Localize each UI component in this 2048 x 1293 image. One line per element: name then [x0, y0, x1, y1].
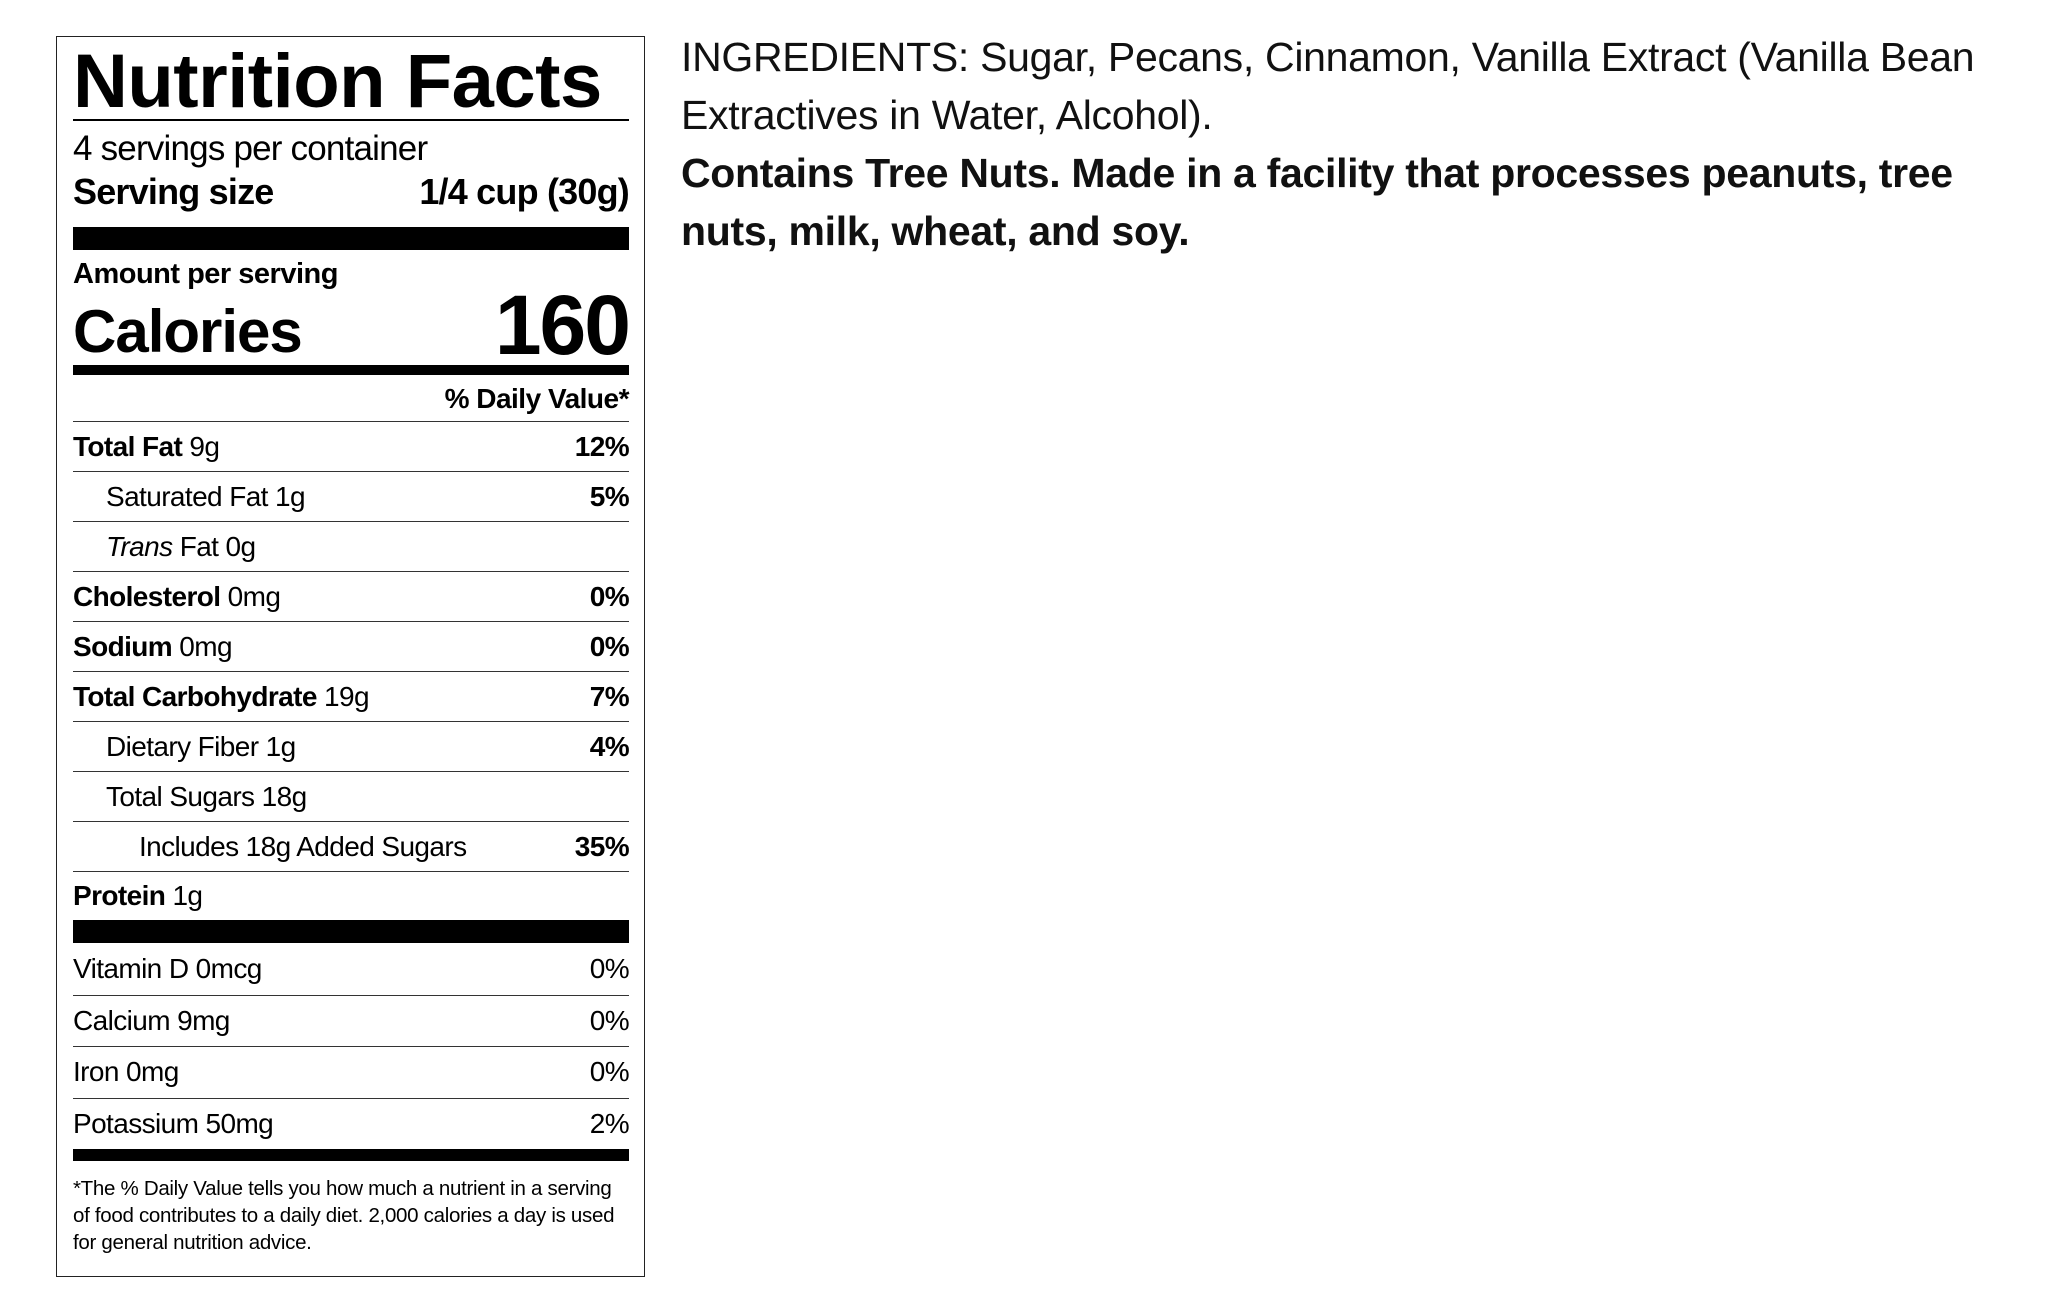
thick-divider	[73, 920, 629, 943]
serving-size-label: Serving size	[73, 171, 274, 212]
nutrient-row-sodium: Sodium 0mg 0%	[73, 621, 630, 671]
nutrient-dv: 5%	[589, 480, 630, 512]
vitamin-row-calcium: Calcium 9mg 0%	[73, 994, 630, 1047]
serving-size: Serving size 1/4 cup (30g)	[73, 169, 630, 215]
nutrient-row-trans-fat: Trans Fat 0g	[73, 521, 629, 571]
nutrient-name: Saturated Fat	[106, 480, 268, 512]
nutrient-row-total-fat: Total Fat 9g 12%	[73, 421, 630, 471]
nutrient-name: Fat	[179, 530, 219, 562]
nutrient-amount: 1g	[172, 880, 203, 911]
nutrient-amount: 1g	[275, 480, 306, 512]
vitamin-dv: 0%	[589, 952, 630, 984]
vitamin-name: Potassium 50mg	[73, 1107, 274, 1139]
servings-per-container: 4 servings per container	[73, 129, 428, 168]
nutrient-name: Dietary Fiber	[106, 730, 259, 762]
nutrient-amount: 1g	[265, 730, 297, 762]
nutrient-row-total-sugars: Total Sugars 18g	[73, 771, 629, 821]
ingredients-text: INGREDIENTS: Sugar, Pecans, Cinnamon, Va…	[681, 34, 1975, 138]
calories-label: Calories	[73, 298, 303, 365]
amount-per-serving: Amount per serving	[73, 258, 338, 290]
nutrient-amount: 0mg	[227, 580, 281, 612]
vitamin-dv: 0%	[589, 1004, 630, 1036]
nutrient-amount: 9g	[189, 430, 220, 462]
vitamin-row-potassium: Potassium 50mg 2%	[73, 1097, 630, 1150]
nutrient-row-dietary-fiber: Dietary Fiber 1g 4%	[73, 721, 630, 771]
vitamin-row-vitamin-d: Vitamin D 0mcg 0%	[73, 943, 630, 995]
nutrient-amount: 19g	[324, 680, 370, 712]
nutrient-name: Total Sugars	[106, 780, 255, 812]
nutrient-dv: 0%	[589, 630, 630, 662]
nutrient-row-protein: Protein 1g	[73, 871, 629, 920]
serving-size-value: 1/4 cup (30g)	[419, 171, 629, 212]
nutrient-dv: 12%	[574, 430, 630, 462]
vitamin-name: Vitamin D 0mcg	[73, 952, 262, 984]
nutrient-dv: 4%	[589, 730, 630, 762]
nutrient-dv: 35%	[574, 830, 630, 862]
allergen-statement: Contains Tree Nuts. Made in a facility t…	[681, 150, 1953, 254]
thick-divider	[73, 227, 629, 250]
vitamin-row-iron: Iron 0mg 0%	[73, 1046, 630, 1098]
vitamin-dv: 2%	[589, 1107, 630, 1139]
nutrient-row-saturated-fat: Saturated Fat 1g 5%	[73, 471, 630, 521]
label-title: Nutrition Facts	[73, 37, 629, 124]
ingredients-block: INGREDIENTS: Sugar, Pecans, Cinnamon, Va…	[681, 28, 1981, 260]
vitamin-name: Calcium 9mg	[73, 1004, 230, 1036]
nutrient-amount: 0g	[225, 530, 257, 562]
nutrient-name: Total Fat	[73, 430, 183, 462]
medium-divider	[73, 365, 629, 375]
nutrient-row-total-carbohydrate: Total Carbohydrate 19g 7%	[73, 671, 630, 721]
nutrient-row-added-sugars: Includes 18g Added Sugars 35%	[73, 821, 630, 871]
nutrient-amount: 0mg	[179, 630, 232, 662]
medium-divider	[73, 1149, 629, 1161]
vitamin-name: Iron 0mg	[73, 1056, 179, 1088]
nutrient-row-cholesterol: Cholesterol 0mg 0%	[73, 571, 630, 621]
nutrient-dv: 0%	[589, 580, 630, 612]
nutrient-dv: 7%	[589, 680, 630, 712]
nutrient-name: Protein	[73, 880, 166, 911]
nutrition-facts-label: Nutrition Facts 4 servings per container…	[56, 36, 645, 1277]
nutrient-name: Includes 18g Added Sugars	[139, 830, 467, 862]
footnote: *The % Daily Value tells you how much a …	[73, 1177, 615, 1254]
nutrient-name: Total Carbohydrate	[73, 680, 317, 712]
nutrient-name-italic: Trans	[106, 530, 173, 562]
daily-value-header: % Daily Value*	[444, 383, 630, 414]
nutrient-amount: 18g	[261, 780, 308, 812]
calories-row: Calories 160	[73, 283, 631, 367]
nutrient-name: Sodium	[73, 630, 173, 662]
vitamin-dv: 0%	[589, 1056, 630, 1088]
calories-value: 160	[494, 278, 631, 372]
nutrient-name: Cholesterol	[73, 580, 221, 612]
